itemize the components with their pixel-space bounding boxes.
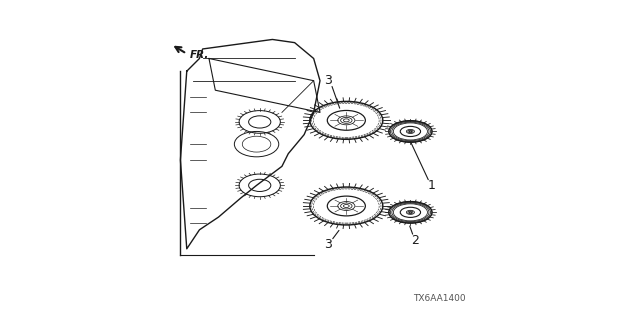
Text: 1: 1	[428, 179, 436, 192]
Text: TX6AA1400: TX6AA1400	[413, 294, 466, 303]
Text: FR.: FR.	[190, 50, 209, 60]
Text: 2: 2	[412, 234, 419, 247]
Text: 3: 3	[324, 237, 332, 251]
Text: 3: 3	[324, 74, 332, 87]
